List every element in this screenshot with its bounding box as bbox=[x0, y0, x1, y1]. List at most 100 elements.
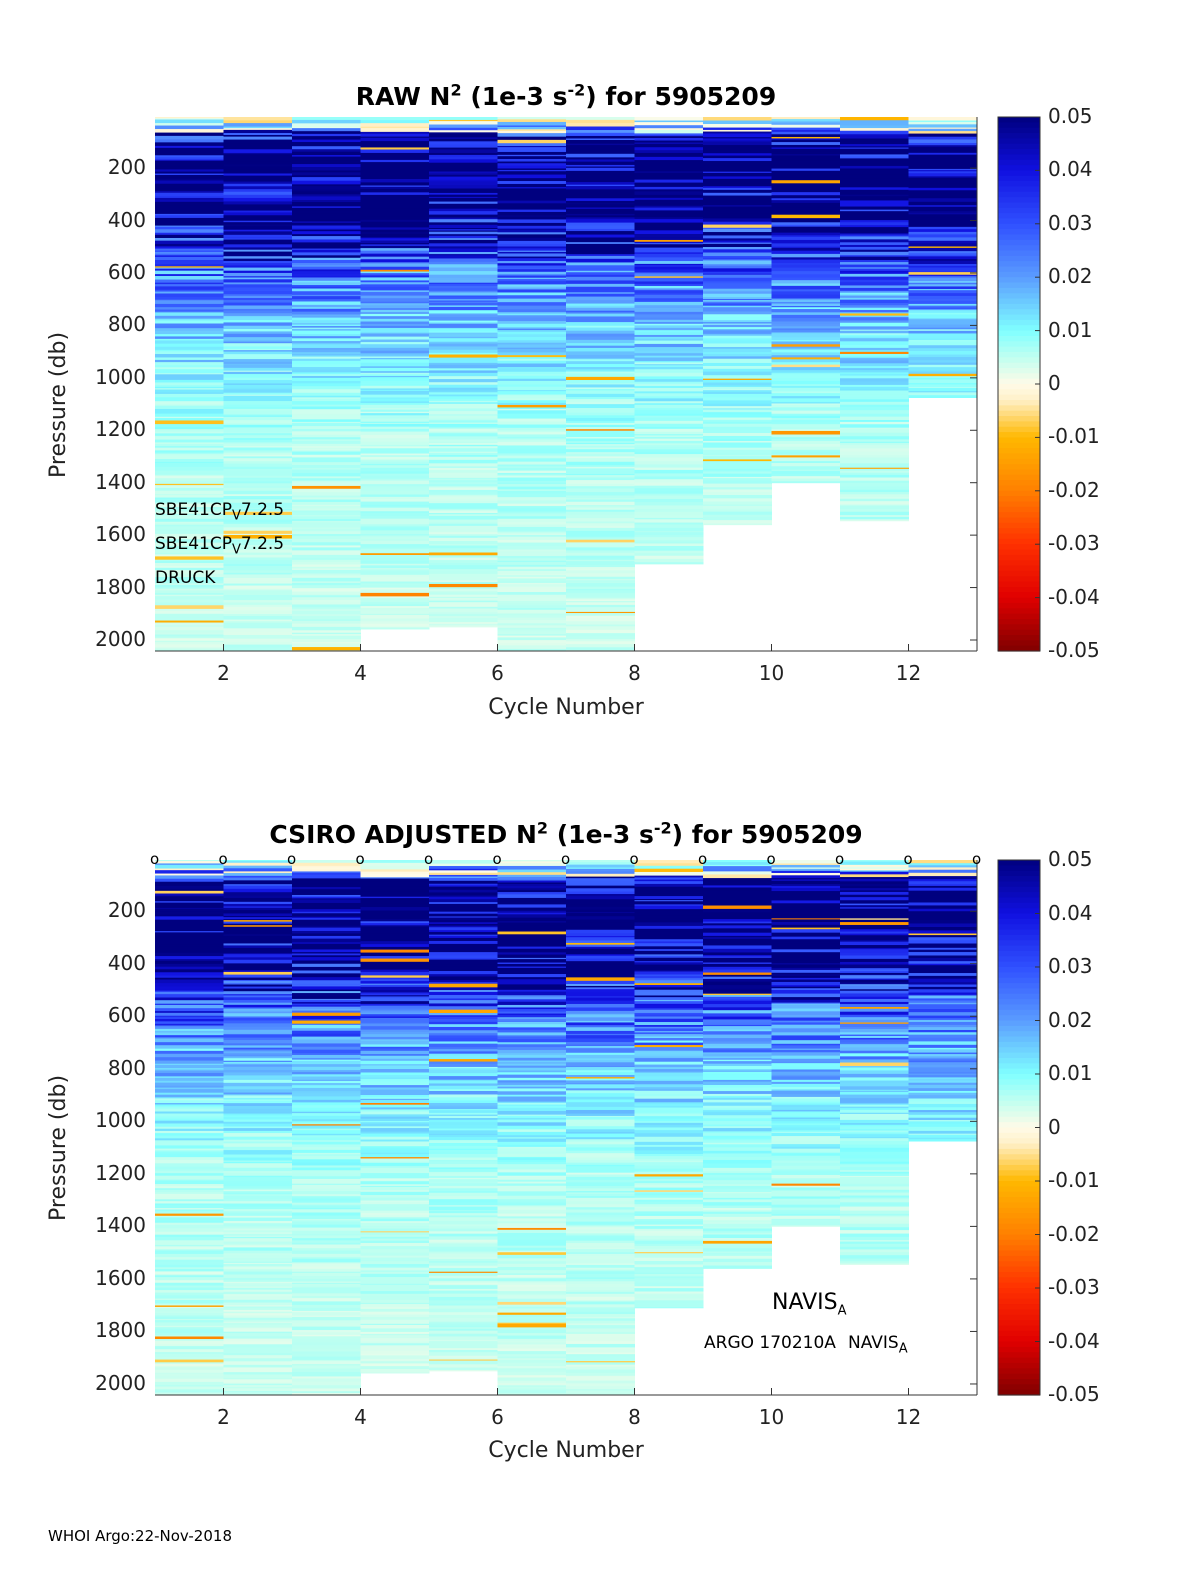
heatmap-cell bbox=[497, 1060, 567, 1063]
heatmap-cell bbox=[771, 1089, 841, 1092]
heatmap-cell bbox=[155, 1000, 224, 1005]
heatmap-cell bbox=[840, 1161, 909, 1165]
heatmap-cell bbox=[771, 974, 841, 977]
heatmap-cell bbox=[223, 337, 293, 341]
heatmap-cell bbox=[360, 1001, 430, 1005]
heatmap-cell bbox=[292, 376, 361, 379]
heatmap-cell bbox=[429, 1135, 498, 1138]
heatmap-cell bbox=[840, 432, 909, 437]
heatmap-cell bbox=[703, 498, 772, 502]
heatmap-cell bbox=[703, 471, 772, 475]
heatmap-cell bbox=[292, 902, 361, 906]
heatmap-cell bbox=[566, 1193, 635, 1197]
heatmap-cell bbox=[634, 931, 704, 936]
heatmap-cell bbox=[634, 334, 704, 338]
heatmap-cell bbox=[292, 635, 361, 640]
heatmap-cell bbox=[840, 1124, 909, 1127]
colorbar-segment bbox=[998, 1052, 1040, 1059]
heatmap-cell bbox=[429, 423, 498, 427]
heatmap-cell bbox=[703, 228, 772, 233]
heatmap-cell bbox=[155, 1113, 224, 1118]
colorbar-segment bbox=[998, 870, 1040, 877]
heatmap-cell bbox=[634, 1184, 704, 1189]
heatmap-cell bbox=[292, 392, 361, 397]
heatmap-cell bbox=[497, 1362, 567, 1367]
heatmap-cell bbox=[223, 1020, 293, 1024]
heatmap-cell bbox=[771, 1125, 841, 1128]
heatmap-cell bbox=[429, 1094, 498, 1098]
heatmap-cell bbox=[429, 425, 498, 428]
heatmap-cell bbox=[223, 965, 293, 968]
heatmap-cell bbox=[155, 1126, 224, 1130]
heatmap-cell bbox=[223, 1321, 293, 1324]
heatmap-cell bbox=[497, 1295, 567, 1300]
heatmap-cell bbox=[840, 146, 909, 149]
heatmap-cell bbox=[840, 1001, 909, 1005]
heatmap-cell bbox=[360, 128, 430, 132]
heatmap-cell bbox=[703, 940, 772, 943]
heatmap-cell bbox=[155, 546, 224, 551]
colorbar-segment bbox=[998, 512, 1040, 519]
heatmap-cell bbox=[703, 390, 772, 393]
heatmap-cell bbox=[155, 1027, 224, 1030]
heatmap-cell bbox=[634, 420, 704, 425]
heatmap-cell bbox=[155, 279, 224, 284]
heatmap-cell bbox=[223, 468, 293, 472]
heatmap-cell bbox=[703, 1199, 772, 1203]
heatmap-cell bbox=[703, 1079, 772, 1083]
heatmap-cell bbox=[429, 1283, 498, 1286]
heatmap-cell bbox=[429, 1136, 498, 1141]
heatmap-cell bbox=[497, 516, 567, 520]
heatmap-cell bbox=[360, 498, 430, 503]
heatmap-cell bbox=[703, 376, 772, 380]
heatmap-cell bbox=[840, 174, 909, 179]
heatmap-cell bbox=[155, 1189, 224, 1193]
heatmap-cell bbox=[634, 1058, 704, 1063]
heatmap-cell bbox=[634, 1036, 704, 1039]
heatmap-cell bbox=[634, 1133, 704, 1138]
heatmap-cell bbox=[634, 535, 704, 538]
heatmap-cell bbox=[566, 1044, 635, 1047]
heatmap-cell bbox=[360, 1273, 430, 1278]
heatmap-cell bbox=[908, 1114, 978, 1119]
heatmap-cell bbox=[771, 1190, 841, 1195]
heatmap-cell bbox=[497, 1319, 567, 1324]
heatmap-cell bbox=[155, 549, 224, 554]
heatmap-cell bbox=[566, 1383, 635, 1387]
heatmap-cell bbox=[429, 267, 498, 272]
heatmap-cell bbox=[429, 582, 498, 585]
heatmap-cell bbox=[908, 1078, 978, 1082]
heatmap-cell bbox=[429, 447, 498, 450]
heatmap-cell bbox=[155, 1366, 224, 1369]
heatmap-cell bbox=[360, 905, 430, 908]
heatmap-cell bbox=[155, 1028, 224, 1032]
heatmap-cell bbox=[497, 889, 567, 893]
heatmap-cell bbox=[155, 1244, 224, 1247]
heatmap-cell bbox=[566, 1361, 635, 1363]
heatmap-cell bbox=[223, 534, 293, 540]
colorbar-segment bbox=[998, 886, 1040, 893]
heatmap-cell bbox=[703, 447, 772, 451]
heatmap-cell bbox=[703, 360, 772, 364]
heatmap-cell bbox=[223, 913, 293, 917]
heatmap-cell bbox=[155, 533, 224, 536]
heatmap-cell bbox=[292, 1368, 361, 1373]
heatmap-cell bbox=[908, 1112, 978, 1116]
heatmap-cell bbox=[703, 227, 772, 230]
heatmap-cell bbox=[429, 280, 498, 284]
heatmap-cell bbox=[566, 135, 635, 139]
heatmap-cell bbox=[566, 521, 635, 524]
heatmap-cell bbox=[634, 445, 704, 448]
heatmap-cell bbox=[223, 1082, 293, 1087]
colorbar-segment bbox=[998, 234, 1040, 241]
heatmap-cell bbox=[360, 585, 430, 589]
heatmap-cell bbox=[223, 483, 293, 487]
heatmap-cell bbox=[292, 970, 361, 974]
heatmap-cell bbox=[634, 415, 704, 419]
heatmap-cell bbox=[634, 357, 704, 362]
heatmap-cell bbox=[566, 885, 635, 889]
heatmap-cell bbox=[360, 359, 430, 364]
heatmap-cell bbox=[155, 1234, 224, 1238]
heatmap-cell bbox=[360, 475, 430, 480]
heatmap-cell bbox=[292, 1351, 361, 1355]
